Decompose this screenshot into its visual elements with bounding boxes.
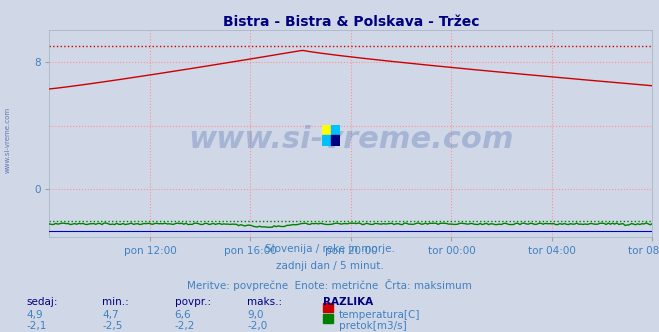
Text: temperatura[C]: temperatura[C] <box>339 310 420 320</box>
Title: Bistra - Bistra & Polskava - Tržec: Bistra - Bistra & Polskava - Tržec <box>223 15 479 29</box>
Bar <box>331 135 340 146</box>
Text: 6,6: 6,6 <box>175 310 191 320</box>
Text: Meritve: povprečne  Enote: metrične  Črta: maksimum: Meritve: povprečne Enote: metrične Črta:… <box>187 279 472 290</box>
Text: 9,0: 9,0 <box>247 310 264 320</box>
Text: -2,1: -2,1 <box>26 321 47 331</box>
Bar <box>331 124 340 135</box>
Text: -2,2: -2,2 <box>175 321 195 331</box>
Text: Slovenija / reke in morje.: Slovenija / reke in morje. <box>264 244 395 254</box>
Text: zadnji dan / 5 minut.: zadnji dan / 5 minut. <box>275 261 384 271</box>
Text: pretok[m3/s]: pretok[m3/s] <box>339 321 407 331</box>
Text: RAZLIKA: RAZLIKA <box>323 297 373 307</box>
Text: 4,9: 4,9 <box>26 310 43 320</box>
Text: -2,5: -2,5 <box>102 321 123 331</box>
Text: povpr.:: povpr.: <box>175 297 211 307</box>
Text: www.si-vreme.com: www.si-vreme.com <box>5 106 11 173</box>
Text: sedaj:: sedaj: <box>26 297 58 307</box>
Bar <box>322 135 331 146</box>
Text: min.:: min.: <box>102 297 129 307</box>
Bar <box>322 124 331 135</box>
Text: -2,0: -2,0 <box>247 321 268 331</box>
Text: www.si-vreme.com: www.si-vreme.com <box>188 125 514 154</box>
Text: maks.:: maks.: <box>247 297 282 307</box>
Text: 4,7: 4,7 <box>102 310 119 320</box>
